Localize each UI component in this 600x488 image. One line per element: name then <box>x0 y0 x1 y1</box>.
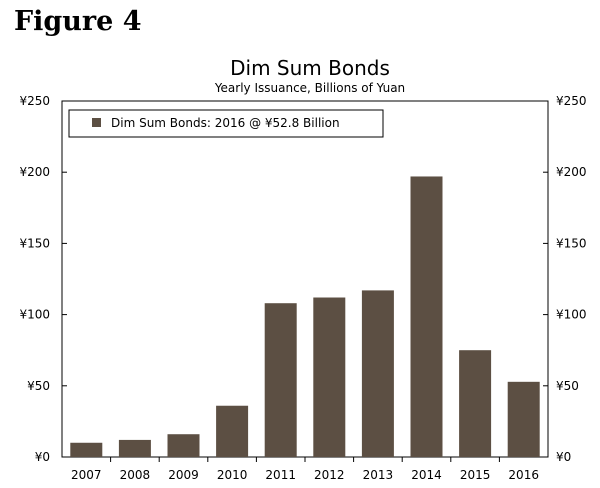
bar <box>216 405 249 457</box>
y-tick-label-left: ¥200 <box>19 165 50 179</box>
bar-series <box>70 176 540 458</box>
bar <box>264 303 297 457</box>
legend-label: Dim Sum Bonds: 2016 @ ¥52.8 Billion <box>111 116 340 130</box>
bar <box>167 434 200 457</box>
x-tick-label: 2013 <box>363 468 394 482</box>
bar <box>361 290 394 457</box>
y-tick-label-left: ¥100 <box>19 308 50 322</box>
bar <box>118 439 151 457</box>
y-tick-label-right: ¥100 <box>556 308 587 322</box>
x-tick-label: 2016 <box>508 468 539 482</box>
x-tick-label: 2010 <box>217 468 248 482</box>
y-tick-label-right: ¥200 <box>556 165 587 179</box>
y-tick-label-left: ¥50 <box>27 379 50 393</box>
x-tick-label: 2014 <box>411 468 442 482</box>
y-tick-label-left: ¥250 <box>19 94 50 108</box>
bar <box>70 442 103 457</box>
y-tick-label-right: ¥0 <box>556 450 571 464</box>
legend-swatch <box>92 118 101 127</box>
legend: Dim Sum Bonds: 2016 @ ¥52.8 Billion <box>68 109 384 138</box>
x-tick-label: 2009 <box>168 468 199 482</box>
y-tick-label-left: ¥0 <box>35 450 50 464</box>
bar <box>313 297 346 457</box>
chart-title: Dim Sum Bonds <box>230 56 390 80</box>
y-tick-label-left: ¥150 <box>19 236 50 250</box>
y-axis: ¥0 ¥0 ¥50 ¥50 ¥100 ¥100 ¥150 ¥150 ¥200 ¥200 ¥250 ¥2… <box>19 94 586 464</box>
x-tick-label: 2007 <box>71 468 102 482</box>
bar <box>507 381 540 457</box>
y-tick-label-right: ¥250 <box>556 94 587 108</box>
x-tick-label: 2012 <box>314 468 345 482</box>
x-tick-label: 2011 <box>265 468 296 482</box>
legend-box <box>68 109 384 138</box>
x-axis: 2007 2008 2009 2010 2011 2012 2013 2014 2015 2016 <box>71 457 539 482</box>
bar <box>410 176 443 458</box>
y-tick-label-right: ¥50 <box>556 379 579 393</box>
bar <box>459 350 492 457</box>
x-tick-label: 2015 <box>460 468 491 482</box>
x-tick-label: 2008 <box>120 468 151 482</box>
figure-label: Figure 4 <box>14 6 142 37</box>
chart-subtitle: Yearly Issuance, Billions of Yuan <box>214 81 405 95</box>
y-tick-label-right: ¥150 <box>556 236 587 250</box>
